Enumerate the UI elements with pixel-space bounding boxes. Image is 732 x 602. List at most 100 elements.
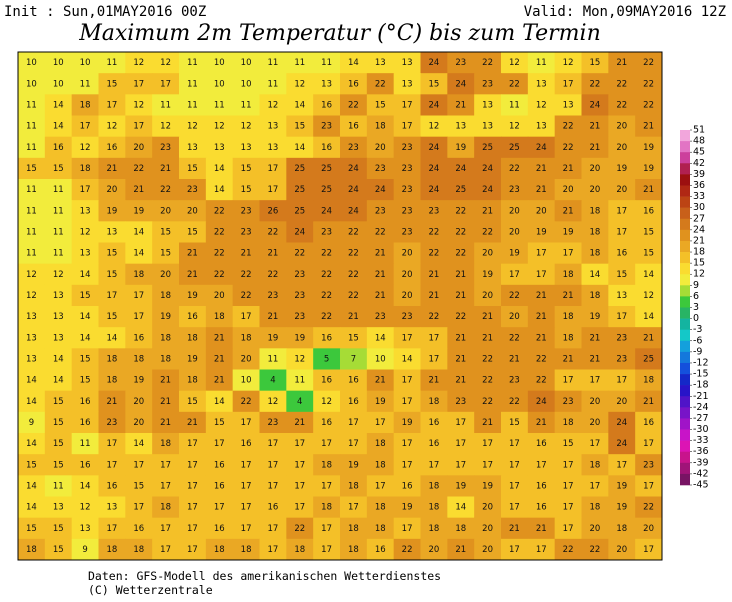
temperature-cell: [340, 306, 368, 328]
temperature-cell: [420, 221, 448, 243]
temperature-label: 18: [133, 270, 144, 280]
temperature-cell: [205, 115, 234, 138]
temperature-label: 22: [455, 249, 466, 259]
colorbar-band: [680, 296, 690, 308]
temperature-cell: [635, 242, 663, 265]
colorbar-label: -39: [693, 457, 709, 468]
temperature-cell: [125, 348, 153, 370]
temperature-label: 16: [643, 206, 654, 216]
temperature-cell: [420, 538, 448, 561]
temperature-cell: [501, 136, 529, 159]
temperature-cell: [71, 390, 99, 413]
temperature-cell: [286, 284, 314, 307]
temperature-cell: [232, 306, 260, 328]
temperature-cell: [420, 327, 448, 349]
temperature-label: 19: [375, 397, 386, 407]
temperature-cell: [608, 157, 636, 180]
temperature-cell: [152, 411, 180, 434]
temperature-label: 19: [616, 481, 627, 491]
temperature-label: 19: [455, 143, 466, 153]
temperature-label: 20: [509, 312, 520, 322]
temperature-label: 16: [53, 143, 64, 153]
temperature-cell: [71, 52, 99, 74]
temperature-cell: [232, 327, 260, 349]
temperature-cell: [98, 390, 126, 413]
temperature-label: 24: [348, 206, 359, 216]
temperature-label: 23: [160, 143, 171, 153]
temperature-label: 16: [214, 460, 225, 470]
temperature-cell: [286, 327, 314, 349]
temperature-cell: [179, 517, 207, 540]
temperature-label: 22: [643, 58, 654, 68]
temperature-cell: [18, 136, 46, 159]
temperature-label: 11: [53, 481, 64, 491]
temperature-label: 12: [294, 79, 305, 89]
temperature-label: 25: [294, 206, 305, 216]
temperature-cell: [581, 496, 609, 519]
temperature-cell: [259, 136, 287, 159]
temperature-cell: [581, 263, 609, 286]
temperature-cell: [125, 73, 153, 95]
temperature-label: 12: [294, 354, 305, 364]
temperature-label: 15: [294, 122, 305, 132]
temperature-cell: [125, 327, 153, 349]
temperature-cell: [125, 433, 153, 455]
temperature-label: 23: [616, 333, 627, 343]
temperature-label: 13: [26, 312, 37, 322]
temperature-label: 15: [53, 545, 64, 555]
temperature-cell: [125, 52, 153, 74]
temperature-label: 11: [160, 100, 171, 110]
temperature-cell: [232, 411, 260, 434]
temperature-label: 18: [214, 545, 225, 555]
temperature-label: 17: [402, 100, 413, 110]
temperature-label: 17: [429, 354, 440, 364]
temperature-cell: [393, 390, 421, 413]
temperature-cell: [474, 454, 502, 476]
temperature-label: 17: [590, 439, 601, 449]
temperature-cell: [447, 221, 475, 243]
temperature-label: 20: [133, 143, 144, 153]
temperature-cell: [340, 73, 368, 95]
temperature-cell: [71, 496, 99, 519]
temperature-cell: [608, 136, 636, 159]
temperature-label: 20: [214, 291, 225, 301]
temperature-cell: [313, 496, 341, 519]
temperature-cell: [205, 538, 234, 561]
temperature-label: 19: [160, 312, 171, 322]
temperature-cell: [635, 221, 663, 243]
temperature-label: 17: [509, 545, 520, 555]
temperature-label: 13: [53, 312, 64, 322]
temperature-cell: [152, 454, 180, 476]
colorbar-band: [680, 240, 690, 253]
temperature-cell: [152, 327, 180, 349]
temperature-label: 20: [482, 249, 493, 259]
temperature-cell: [447, 179, 475, 201]
temperature-label: 13: [482, 100, 493, 110]
temperature-label: 17: [187, 481, 198, 491]
temperature-cell: [259, 306, 287, 328]
temperature-cell: [366, 327, 395, 349]
temperature-cell: [527, 348, 556, 370]
temperature-label: 17: [107, 291, 118, 301]
temperature-label: 17: [80, 122, 91, 132]
temperature-cell: [554, 496, 582, 519]
temperature-cell: [581, 306, 609, 328]
temperature-label: 25: [294, 185, 305, 195]
temperature-cell: [447, 200, 475, 222]
temperature-label: 18: [563, 270, 574, 280]
temperature-label: 17: [482, 460, 493, 470]
colorbar-band: [680, 141, 690, 153]
temperature-label: 20: [402, 249, 413, 259]
temperature-cell: [581, 433, 609, 455]
temperature-cell: [152, 475, 180, 497]
temperature-cell: [527, 284, 556, 307]
temperature-label: 21: [375, 376, 386, 386]
temperature-cell: [18, 369, 46, 392]
temperature-cell: [232, 369, 260, 392]
temperature-label: 21: [160, 418, 171, 428]
temperature-cell: [98, 496, 126, 519]
temperature-cell: [152, 263, 180, 286]
colorbar-label: -12: [693, 357, 709, 368]
temperature-cell: [152, 52, 180, 74]
colorbar-label: 27: [693, 213, 705, 224]
